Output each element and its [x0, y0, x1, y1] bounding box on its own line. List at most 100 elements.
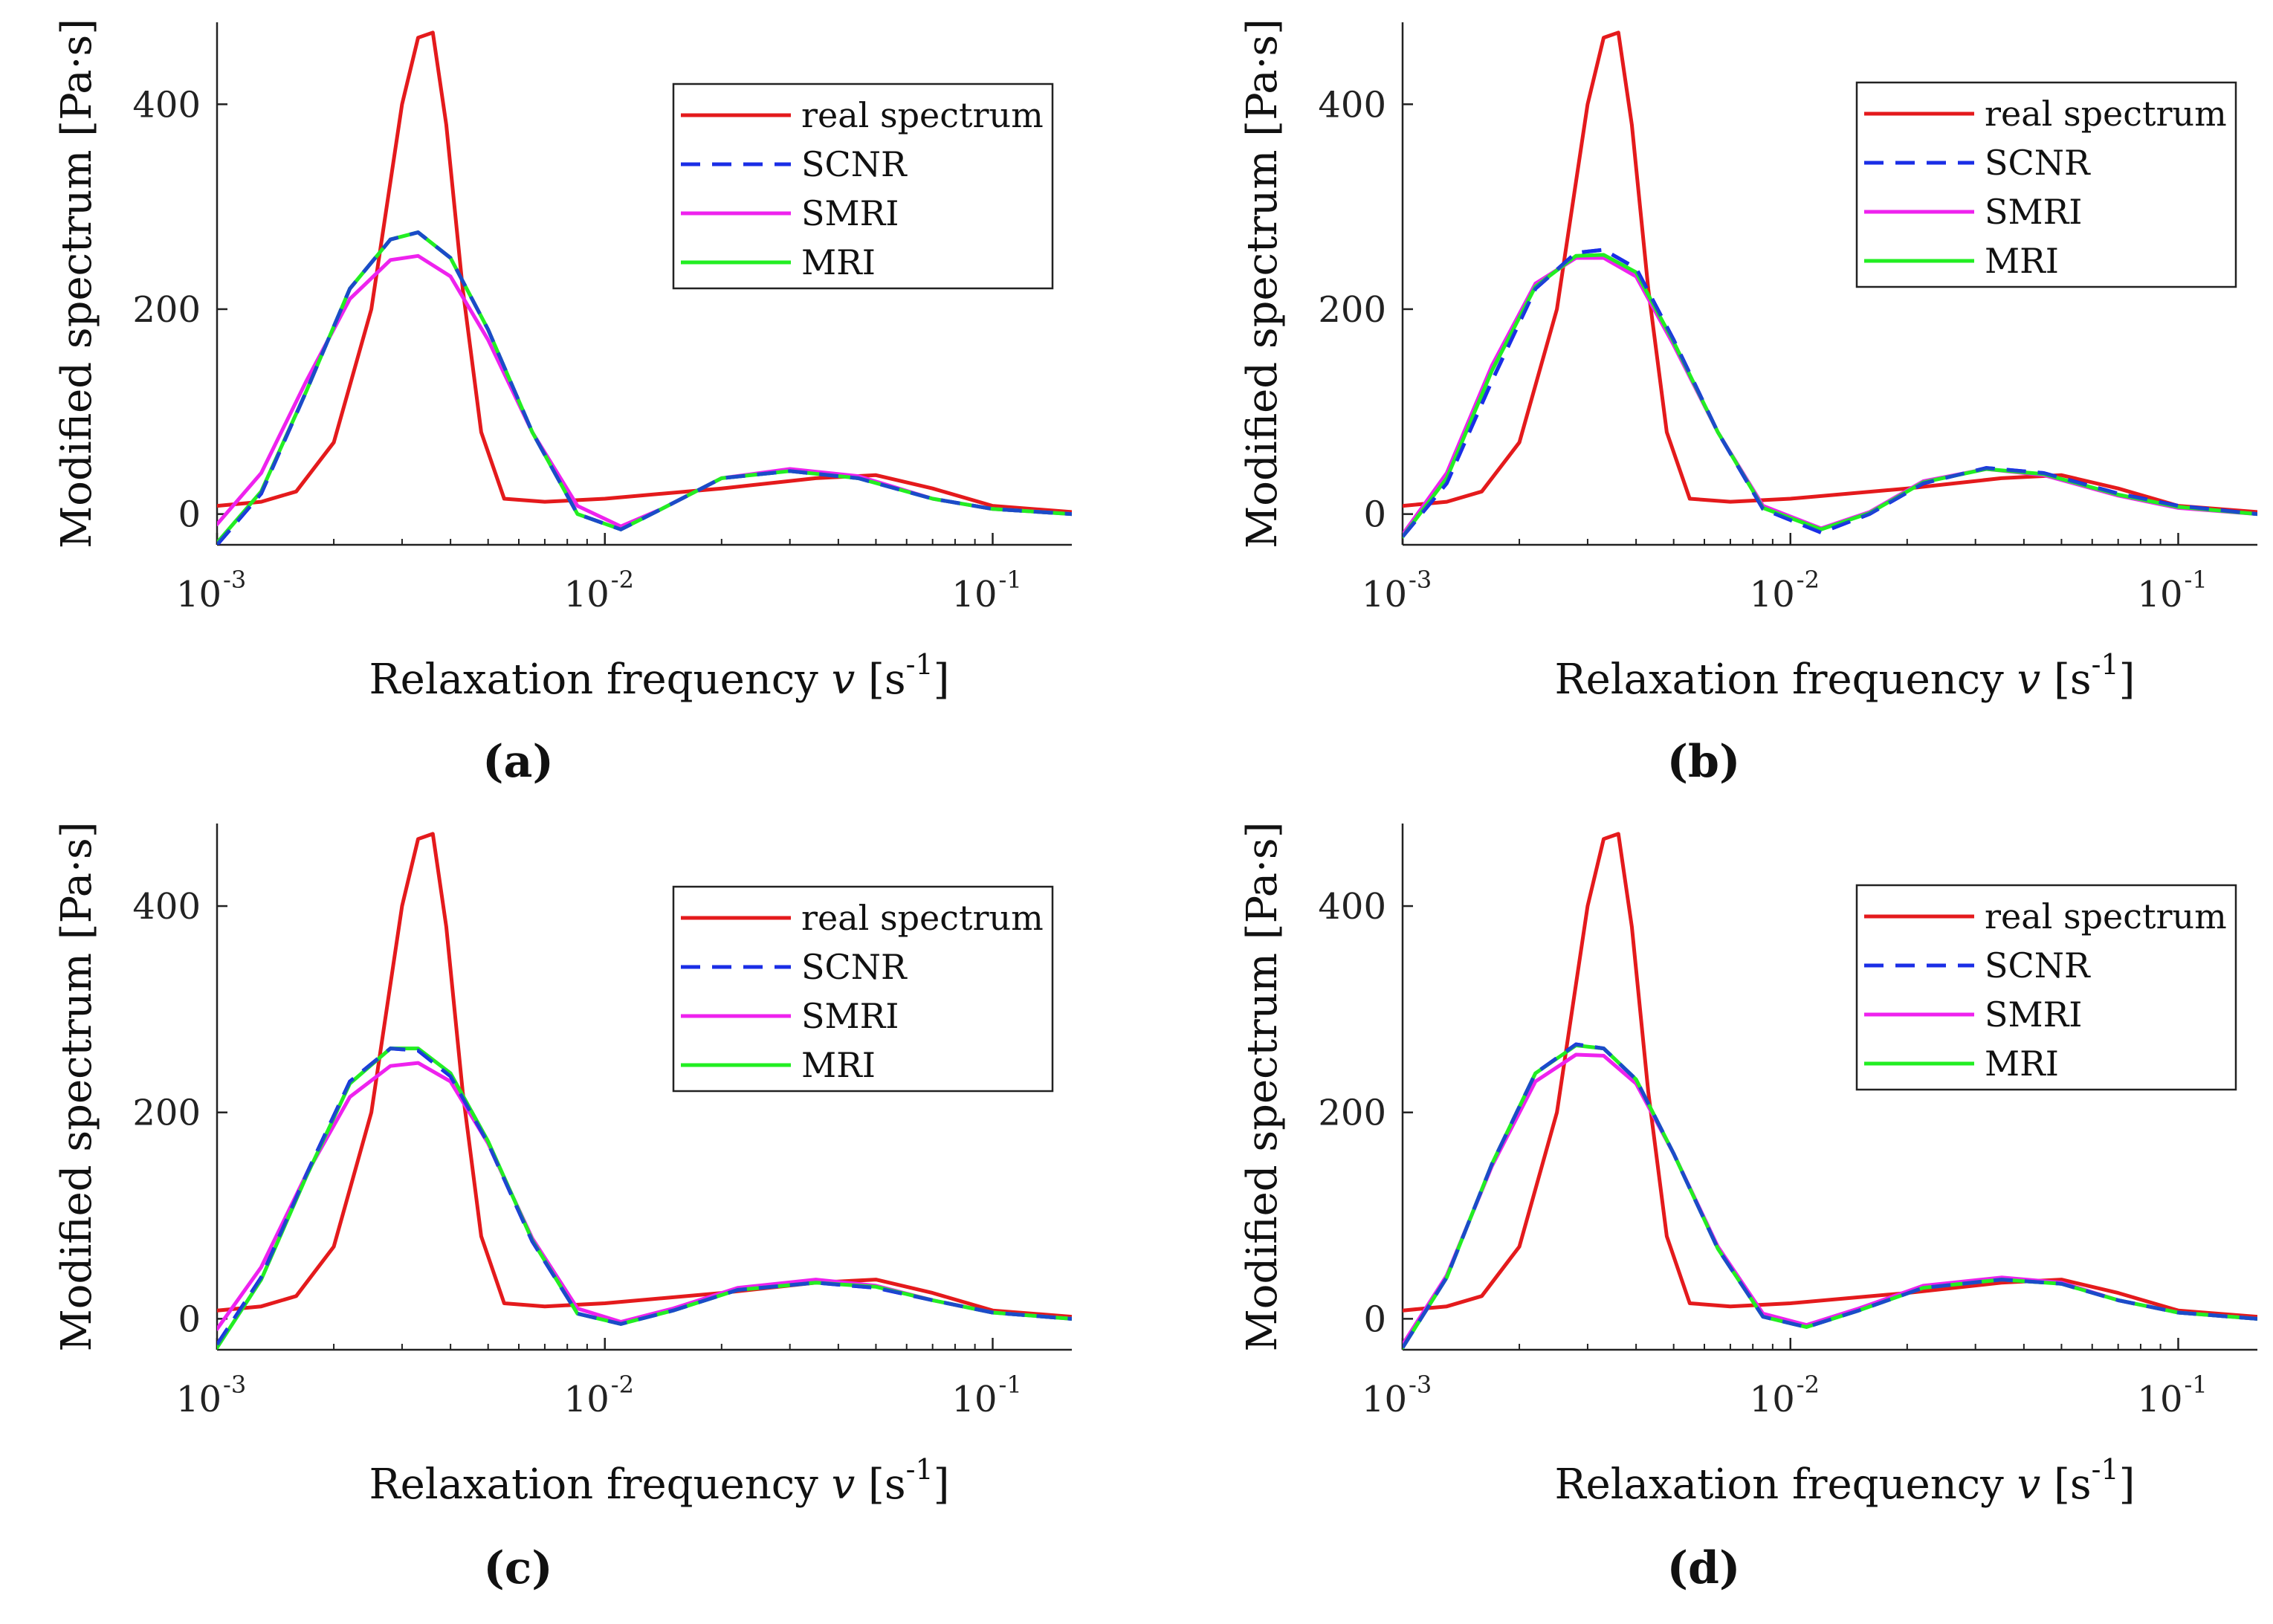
legend-label: SCNR	[1985, 143, 2091, 183]
x-tick-label: 10 -1	[2137, 1371, 2207, 1420]
x-tick-base: 10	[951, 1379, 997, 1420]
y-tick-label: 200	[1318, 1093, 1386, 1134]
series-lines	[217, 30, 1072, 545]
series-line-real-spectrum	[217, 30, 1072, 514]
panel-caption: (c)	[483, 1542, 552, 1594]
x-tick-label: 10 -2	[564, 566, 634, 615]
legend-label: real spectrum	[801, 898, 1044, 938]
series-line-real-spectrum	[217, 832, 1072, 1319]
x-axis-label-part: ]	[2119, 656, 2135, 704]
legend-label: SMRI	[1985, 192, 2082, 232]
panel-caption: (a)	[482, 736, 554, 788]
x-tick-label: 10 -2	[564, 1371, 634, 1420]
legend-label: MRI	[1985, 1044, 2059, 1084]
legend-box	[672, 885, 1054, 1093]
x-tick-exponent: -1	[2185, 1371, 2208, 1399]
x-axis-label-part: [s	[2054, 656, 2092, 704]
y-tick-label: 0	[1363, 494, 1386, 536]
series-lines	[217, 832, 1072, 1350]
x-tick-base: 10	[1750, 1379, 1795, 1420]
y-tick-label: 0	[178, 494, 201, 536]
x-tick-exponent: -1	[2185, 566, 2208, 594]
x-axis-label-part: [s	[868, 1460, 906, 1509]
x-tick-base: 10	[951, 574, 997, 615]
x-tick-base: 10	[2137, 1379, 2182, 1420]
x-axis-label-part: Relaxation frequency	[1554, 1460, 2004, 1509]
legend-box	[1855, 884, 2237, 1091]
x-tick-exponent: -3	[223, 1371, 246, 1399]
y-tick-label: 400	[132, 84, 201, 126]
x-axis-label-part: v	[2017, 656, 2041, 704]
panel-caption: (b)	[1667, 736, 1741, 788]
x-tick-exponent: -2	[1797, 1371, 1820, 1399]
y-tick-label: 400	[1318, 84, 1386, 126]
legend-label: real spectrum	[1985, 94, 2227, 134]
x-tick-label: 10 -2	[1750, 566, 1820, 615]
y-tick-label: 0	[178, 1298, 201, 1340]
legend: real spectrum SCNR SMRI MRI	[1855, 81, 2237, 288]
x-tick-exponent: -2	[1797, 566, 1820, 594]
x-tick-label: 10 -3	[176, 1371, 246, 1420]
legend-label: SCNR	[1985, 945, 2091, 986]
x-axis-label-part: Relaxation frequency	[1554, 656, 2004, 704]
x-tick-label: 10 -2	[1750, 1371, 1820, 1420]
legend: real spectrum SCNR SMRI MRI	[1855, 884, 2237, 1091]
x-axis-label-part: v	[832, 656, 856, 704]
panel-caption: (d)	[1667, 1542, 1741, 1594]
y-axis-label: Modified spectrum [Pa·s]	[1238, 19, 1287, 549]
x-axis-label-part: ]	[2119, 1460, 2135, 1509]
x-tick-exponent: -1	[999, 566, 1022, 594]
series-line-scnr-overlay	[1403, 1042, 2257, 1349]
x-axis-label-part: v	[832, 1460, 856, 1509]
x-tick-label: 10 -1	[951, 566, 1021, 615]
x-axis-label: Relaxation frequency v [s-1]	[369, 1453, 949, 1509]
y-axis-label: Modified spectrum [Pa·s]	[53, 821, 101, 1351]
x-axis-label-part: v	[2017, 1460, 2041, 1509]
x-axis-label-part: -1	[906, 648, 934, 681]
x-axis-label: Relaxation frequency v [s-1]	[1554, 1453, 2135, 1509]
x-tick-base: 10	[1362, 574, 1407, 615]
x-tick-base: 10	[176, 574, 222, 615]
legend-box	[672, 83, 1054, 290]
legend-label: SCNR	[801, 144, 908, 184]
y-tick-label: 0	[1363, 1298, 1386, 1340]
x-tick-base: 10	[2137, 574, 2182, 615]
x-axis-label-part: ]	[934, 656, 950, 704]
x-axis-label-part: [s	[868, 656, 906, 704]
x-axis-label: Relaxation frequency v [s-1]	[1554, 648, 2135, 704]
x-tick-label: 10 -1	[2137, 566, 2207, 615]
x-axis-label: Relaxation frequency v [s-1]	[369, 648, 949, 704]
y-tick-label: 400	[132, 886, 201, 928]
y-tick-label: 200	[132, 289, 201, 331]
x-axis-label-part: [s	[2054, 1460, 2092, 1509]
legend-box	[1855, 81, 2237, 288]
x-axis-label-part: Relaxation frequency	[369, 1460, 818, 1509]
x-tick-label: 10 -3	[1362, 1371, 1432, 1420]
series-line-scnr-overlay	[217, 230, 1072, 545]
series-line-scnr-overlay	[217, 1046, 1072, 1346]
legend-label: real spectrum	[1985, 896, 2227, 936]
legend-label: MRI	[801, 242, 876, 282]
y-axis-label: Modified spectrum [Pa·s]	[53, 19, 101, 549]
series-lines	[1403, 832, 2257, 1350]
x-tick-exponent: -3	[223, 566, 246, 594]
legend-label: real spectrum	[801, 95, 1044, 135]
legend-label: SMRI	[801, 996, 899, 1036]
x-axis-label-part: -1	[2092, 1453, 2119, 1486]
y-tick-label: 200	[1318, 289, 1386, 331]
series-line-smri	[217, 1061, 1072, 1331]
y-axis-label: Modified spectrum [Pa·s]	[1238, 821, 1287, 1351]
x-tick-base: 10	[1750, 574, 1795, 615]
y-tick-label: 200	[132, 1093, 201, 1134]
x-axis-label-part: Relaxation frequency	[369, 656, 818, 704]
x-tick-exponent: -3	[1409, 1371, 1432, 1399]
x-tick-label: 10 -3	[176, 566, 246, 615]
legend-label: MRI	[801, 1045, 876, 1085]
x-axis-label-part: -1	[2092, 648, 2119, 681]
legend: real spectrum SCNR SMRI MRI	[672, 83, 1054, 290]
legend-label: SCNR	[801, 947, 908, 987]
